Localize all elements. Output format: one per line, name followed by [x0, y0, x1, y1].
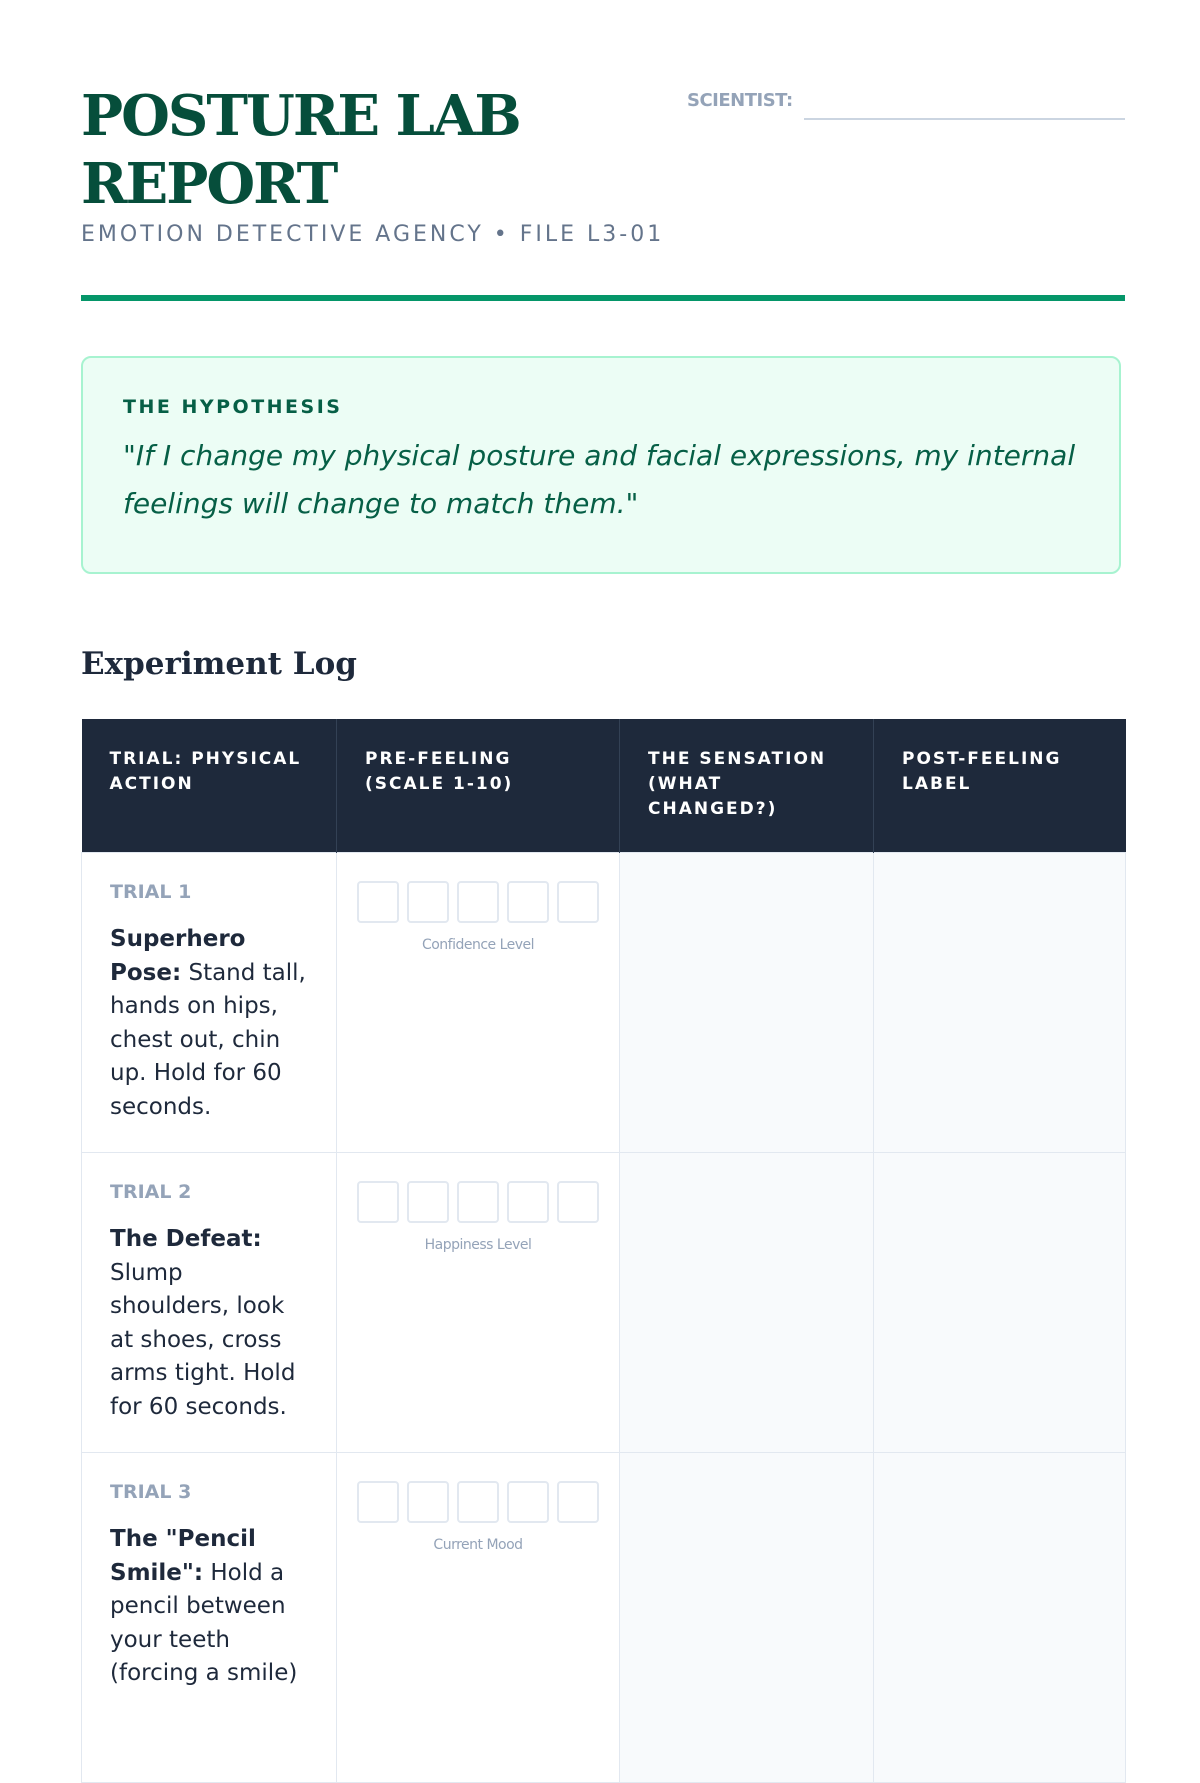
hypothesis-label: THE HYPOTHESIS: [123, 396, 343, 418]
column-header-post-feeling: POST-FEELING LABEL: [873, 719, 1126, 853]
scale-label: Happiness Level: [424, 1237, 532, 1253]
pre-feeling-cell: Confidence Level: [336, 852, 620, 1153]
scale-box[interactable]: [457, 881, 499, 923]
trial-number: TRIAL 2: [110, 1181, 192, 1203]
scale-box[interactable]: [407, 1181, 449, 1223]
trial-action-title: The Defeat:: [110, 1226, 262, 1252]
post-feeling-cell[interactable]: [873, 1152, 1126, 1453]
trial-number: TRIAL 3: [110, 1481, 192, 1503]
trial-cell: TRIAL 2 The Defeat: Slump shoulders, loo…: [81, 1152, 337, 1453]
header-divider: [81, 295, 1125, 301]
scale-box[interactable]: [507, 1181, 549, 1223]
hypothesis-box: THE HYPOTHESIS "If I change my physical …: [81, 356, 1121, 574]
scale-box[interactable]: [457, 1181, 499, 1223]
post-feeling-cell[interactable]: [873, 852, 1126, 1153]
scale-box[interactable]: [357, 1181, 399, 1223]
trial-action-title: Superhero Pose:: [110, 926, 246, 986]
pre-feeling-cell: Current Mood: [336, 1452, 620, 1783]
table-header-row: TRIAL: PHYSICAL ACTION PRE-FEELING (SCAL…: [81, 719, 1126, 853]
trial-description: The "Pencil Smile": Hold a pencil betwee…: [110, 1523, 308, 1691]
scientist-label: SCIENTIST:: [687, 90, 793, 111]
trial-number: TRIAL 1: [110, 881, 192, 903]
trial-description: Superhero Pose: Stand tall, hands on hip…: [110, 923, 308, 1124]
hypothesis-text: "If I change my physical posture and fac…: [123, 439, 1076, 520]
column-header-trial: TRIAL: PHYSICAL ACTION: [81, 719, 337, 853]
page-subtitle: EMOTION DETECTIVE AGENCY • FILE L3-01: [81, 222, 665, 247]
experiment-log-title: Experiment Log: [81, 646, 357, 682]
scale-label: Current Mood: [433, 1537, 523, 1553]
sensation-cell[interactable]: [619, 1452, 874, 1783]
scale-boxes[interactable]: [357, 881, 599, 923]
scale-box[interactable]: [407, 881, 449, 923]
experiment-log-table: TRIAL: PHYSICAL ACTION PRE-FEELING (SCAL…: [81, 719, 1126, 1783]
scale-box[interactable]: [457, 1481, 499, 1523]
post-feeling-cell[interactable]: [873, 1452, 1126, 1783]
scale-boxes[interactable]: [357, 1181, 599, 1223]
scale-label: Confidence Level: [421, 937, 535, 953]
scale-box[interactable]: [357, 1481, 399, 1523]
scale-box[interactable]: [557, 1481, 599, 1523]
trial-description: The Defeat: Slump shoulders, look at sho…: [110, 1223, 308, 1424]
pre-feeling-cell: Happiness Level: [336, 1152, 620, 1453]
scale-box[interactable]: [507, 1481, 549, 1523]
scale-boxes[interactable]: [357, 1481, 599, 1523]
scale-box[interactable]: [407, 1481, 449, 1523]
table-row: TRIAL 2 The Defeat: Slump shoulders, loo…: [81, 1152, 1126, 1453]
table-row: TRIAL 1 Superhero Pose: Stand tall, hand…: [81, 852, 1126, 1153]
trial-action-text: Stand tall, hands on hips, chest out, ch…: [110, 959, 306, 1120]
scale-box[interactable]: [557, 1181, 599, 1223]
trial-cell: TRIAL 1 Superhero Pose: Stand tall, hand…: [81, 852, 337, 1153]
trial-action-text: Slump shoulders, look at shoes, cross ar…: [110, 1259, 296, 1420]
sensation-cell[interactable]: [619, 852, 874, 1153]
page-title: POSTURE LAB REPORT: [81, 83, 522, 217]
trial-cell: TRIAL 3 The "Pencil Smile": Hold a penci…: [81, 1452, 337, 1783]
table-row: TRIAL 3 The "Pencil Smile": Hold a penci…: [81, 1452, 1126, 1783]
scale-box[interactable]: [557, 881, 599, 923]
sensation-cell[interactable]: [619, 1152, 874, 1453]
scientist-field[interactable]: [804, 118, 1125, 120]
column-header-sensation: THE SENSATION (WHAT CHANGED?): [619, 719, 874, 853]
trial-action-title: The "Pencil Smile":: [110, 1526, 256, 1586]
scale-box[interactable]: [357, 881, 399, 923]
column-header-pre-feeling: PRE-FEELING (SCALE 1-10): [336, 719, 620, 853]
scale-box[interactable]: [507, 881, 549, 923]
